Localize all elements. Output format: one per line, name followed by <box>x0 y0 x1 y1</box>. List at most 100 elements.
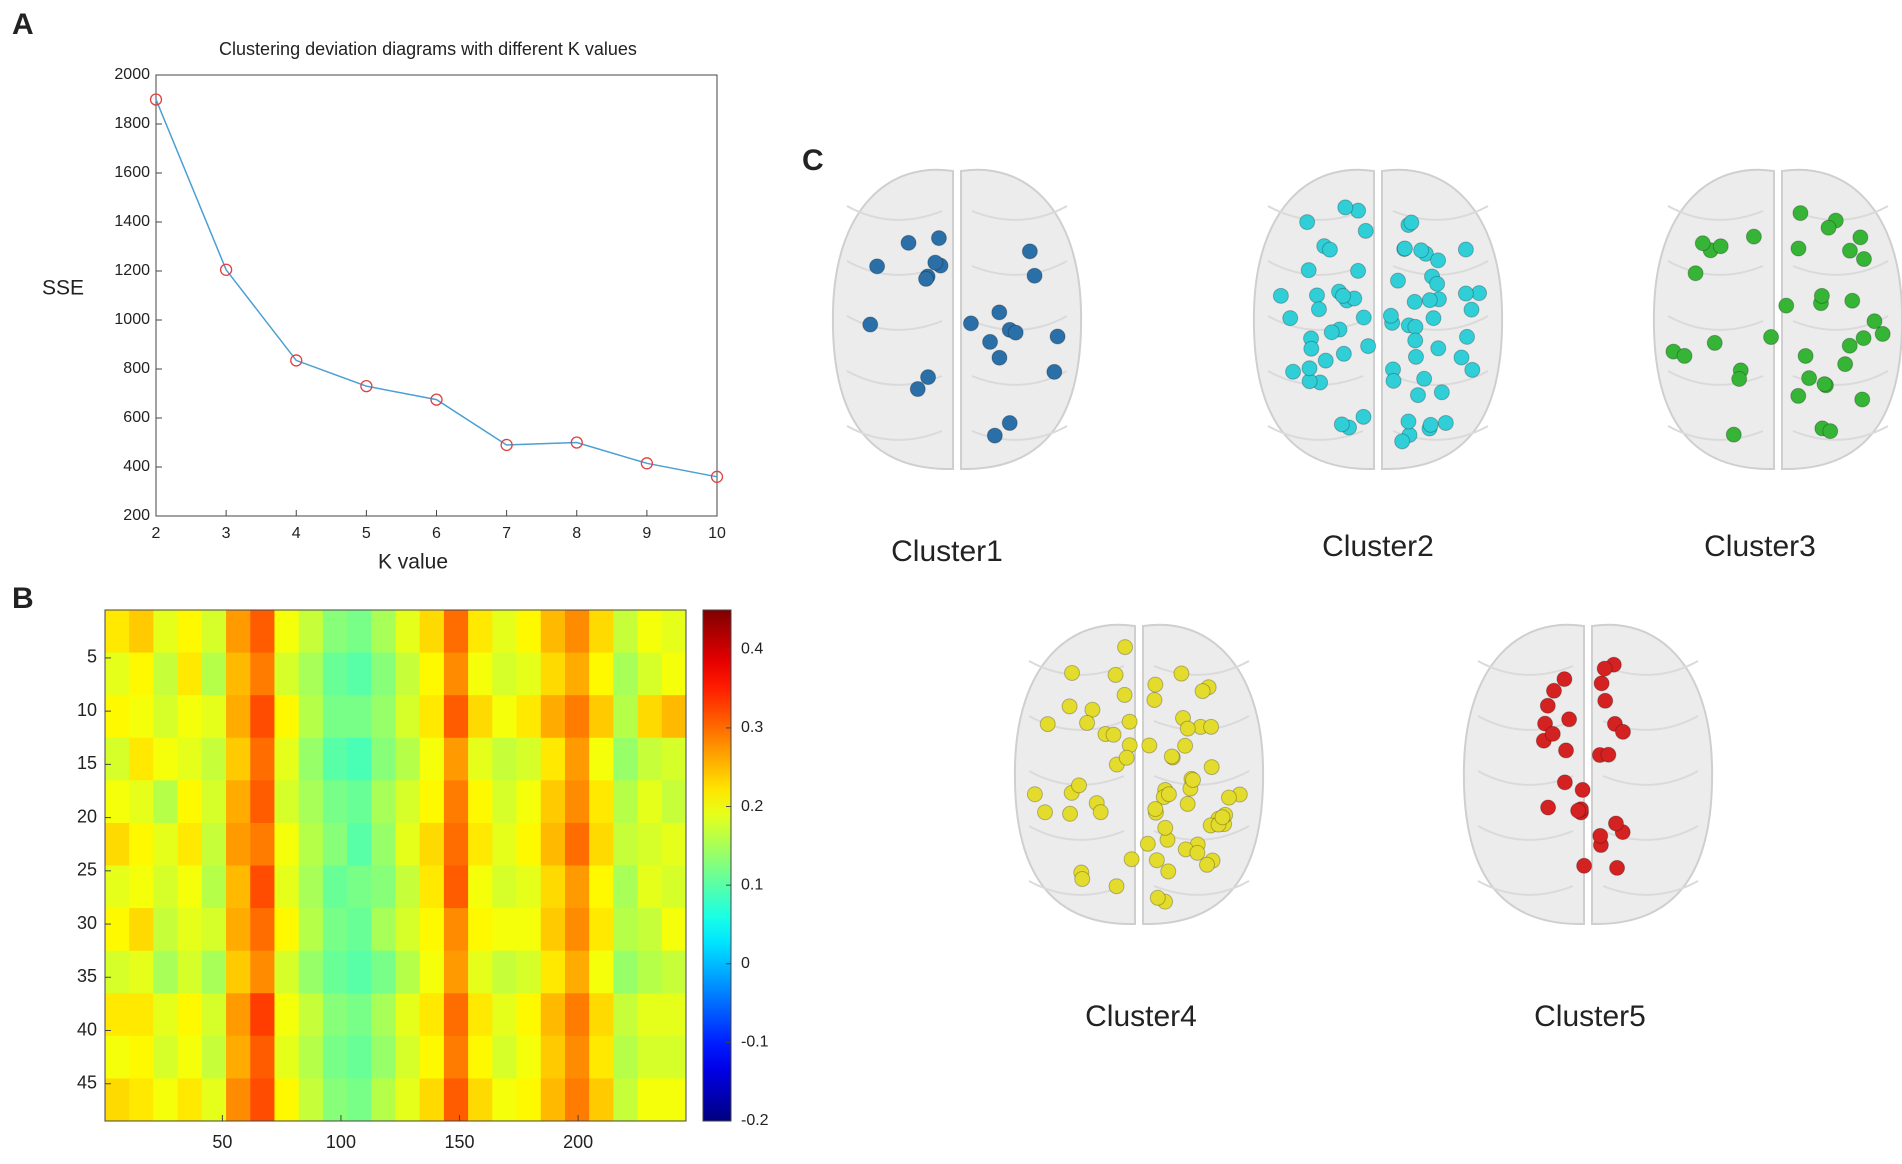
node <box>991 349 1008 366</box>
heatmap-cell <box>226 908 251 952</box>
heatmap-cell <box>226 1078 251 1122</box>
heatmap-cell <box>153 1078 179 1122</box>
x-tick-label: 7 <box>502 525 511 542</box>
heatmap-cell <box>395 610 421 654</box>
x-tick-label: 50 <box>212 1132 232 1152</box>
heatmap-cell <box>177 652 203 696</box>
heatmap-cell <box>226 865 251 909</box>
chart-title: Clustering deviation diagrams with diffe… <box>219 39 637 59</box>
heatmap-cell <box>443 865 469 909</box>
heatmap-cell <box>637 780 663 824</box>
heatmap-cell <box>371 737 396 781</box>
heatmap-cell <box>661 652 687 696</box>
heatmap-cell <box>661 993 687 1037</box>
node <box>1272 287 1289 304</box>
node <box>1731 371 1748 388</box>
heatmap-cell <box>371 1078 396 1122</box>
node <box>1321 241 1338 258</box>
node <box>918 270 935 287</box>
cluster-label: Cluster1 <box>891 535 1003 568</box>
heatmap-cell <box>153 652 179 696</box>
sulcus <box>1602 880 1699 896</box>
heatmap-cell <box>347 610 372 654</box>
heatmap-cell <box>201 993 227 1037</box>
y-axis-label: SSE <box>42 277 84 300</box>
heatmap-cell <box>177 822 203 866</box>
sulcus <box>1267 425 1364 441</box>
heatmap-cell <box>637 950 663 994</box>
node <box>1694 235 1711 252</box>
hemisphere <box>1652 168 1775 471</box>
node <box>1179 720 1196 737</box>
heatmap-cell <box>347 822 372 866</box>
heatmap-cell <box>201 652 227 696</box>
node <box>1303 340 1320 357</box>
heatmap-cell <box>492 1078 518 1122</box>
y-tick-label: 30 <box>77 913 97 933</box>
heatmap-cell <box>540 1035 566 1079</box>
x-tick-label: 3 <box>222 525 231 542</box>
heatmap-cell <box>347 865 372 909</box>
node <box>1147 676 1164 693</box>
node <box>1062 805 1079 822</box>
heatmap-cell <box>492 652 518 696</box>
cluster-label: Cluster4 <box>1085 1000 1197 1033</box>
sulcus <box>1667 425 1764 441</box>
colorbar-tick-label: 0.3 <box>741 719 763 736</box>
node <box>1199 856 1216 873</box>
heatmap-cell <box>177 1078 203 1122</box>
heatmap-cell <box>540 950 566 994</box>
brain <box>1652 168 1902 471</box>
heatmap-cell <box>201 1078 227 1122</box>
heatmap-cell <box>661 695 687 739</box>
heatmap-cell <box>468 993 493 1037</box>
heatmap-cell <box>177 950 203 994</box>
sulcus <box>1392 370 1489 386</box>
node <box>1149 889 1166 906</box>
hemisphere <box>1591 623 1714 926</box>
heatmap-cell <box>105 652 130 696</box>
node <box>1160 863 1177 880</box>
x-tick-label: 10 <box>708 525 726 542</box>
heatmap-cell <box>347 993 372 1037</box>
heatmap-cell <box>516 737 542 781</box>
node <box>1355 408 1372 425</box>
node <box>1285 363 1302 380</box>
heatmap-cell <box>395 737 421 781</box>
x-tick-label: 200 <box>563 1132 593 1152</box>
heatmap-cell <box>564 822 590 866</box>
heatmap-cell <box>419 993 445 1037</box>
heatmap-cell <box>564 737 590 781</box>
heatmap-cell <box>153 865 179 909</box>
heatmap-cell <box>540 610 566 654</box>
node <box>1852 229 1869 246</box>
heatmap-cell <box>492 908 518 952</box>
heatmap-cell <box>540 822 566 866</box>
heatmap-cell <box>443 950 469 994</box>
heatmap-cell <box>613 780 639 824</box>
heatmap-cell <box>105 950 130 994</box>
node <box>1820 219 1837 236</box>
heatmap-cell <box>492 950 518 994</box>
sulcus <box>971 205 1068 221</box>
node <box>1866 313 1883 330</box>
node <box>1576 857 1593 874</box>
node <box>1407 348 1424 365</box>
node <box>1407 332 1424 349</box>
heatmap-cell <box>613 993 639 1037</box>
heatmap-cell <box>589 1078 614 1122</box>
node <box>1413 242 1430 259</box>
heatmap-cell <box>419 865 445 909</box>
heatmap-cell <box>105 1035 130 1079</box>
heatmap-cell <box>371 993 396 1037</box>
y-tick-label: 40 <box>77 1019 97 1039</box>
y-tick-label: 20 <box>77 806 97 826</box>
node <box>1544 725 1561 742</box>
sulcus <box>1667 205 1764 221</box>
heatmap-cell <box>468 950 493 994</box>
heatmap-cell <box>177 695 203 739</box>
sulcus <box>1477 880 1574 896</box>
heatmap-cell <box>226 695 251 739</box>
sulcus <box>846 425 943 441</box>
heatmap-cell <box>395 652 421 696</box>
